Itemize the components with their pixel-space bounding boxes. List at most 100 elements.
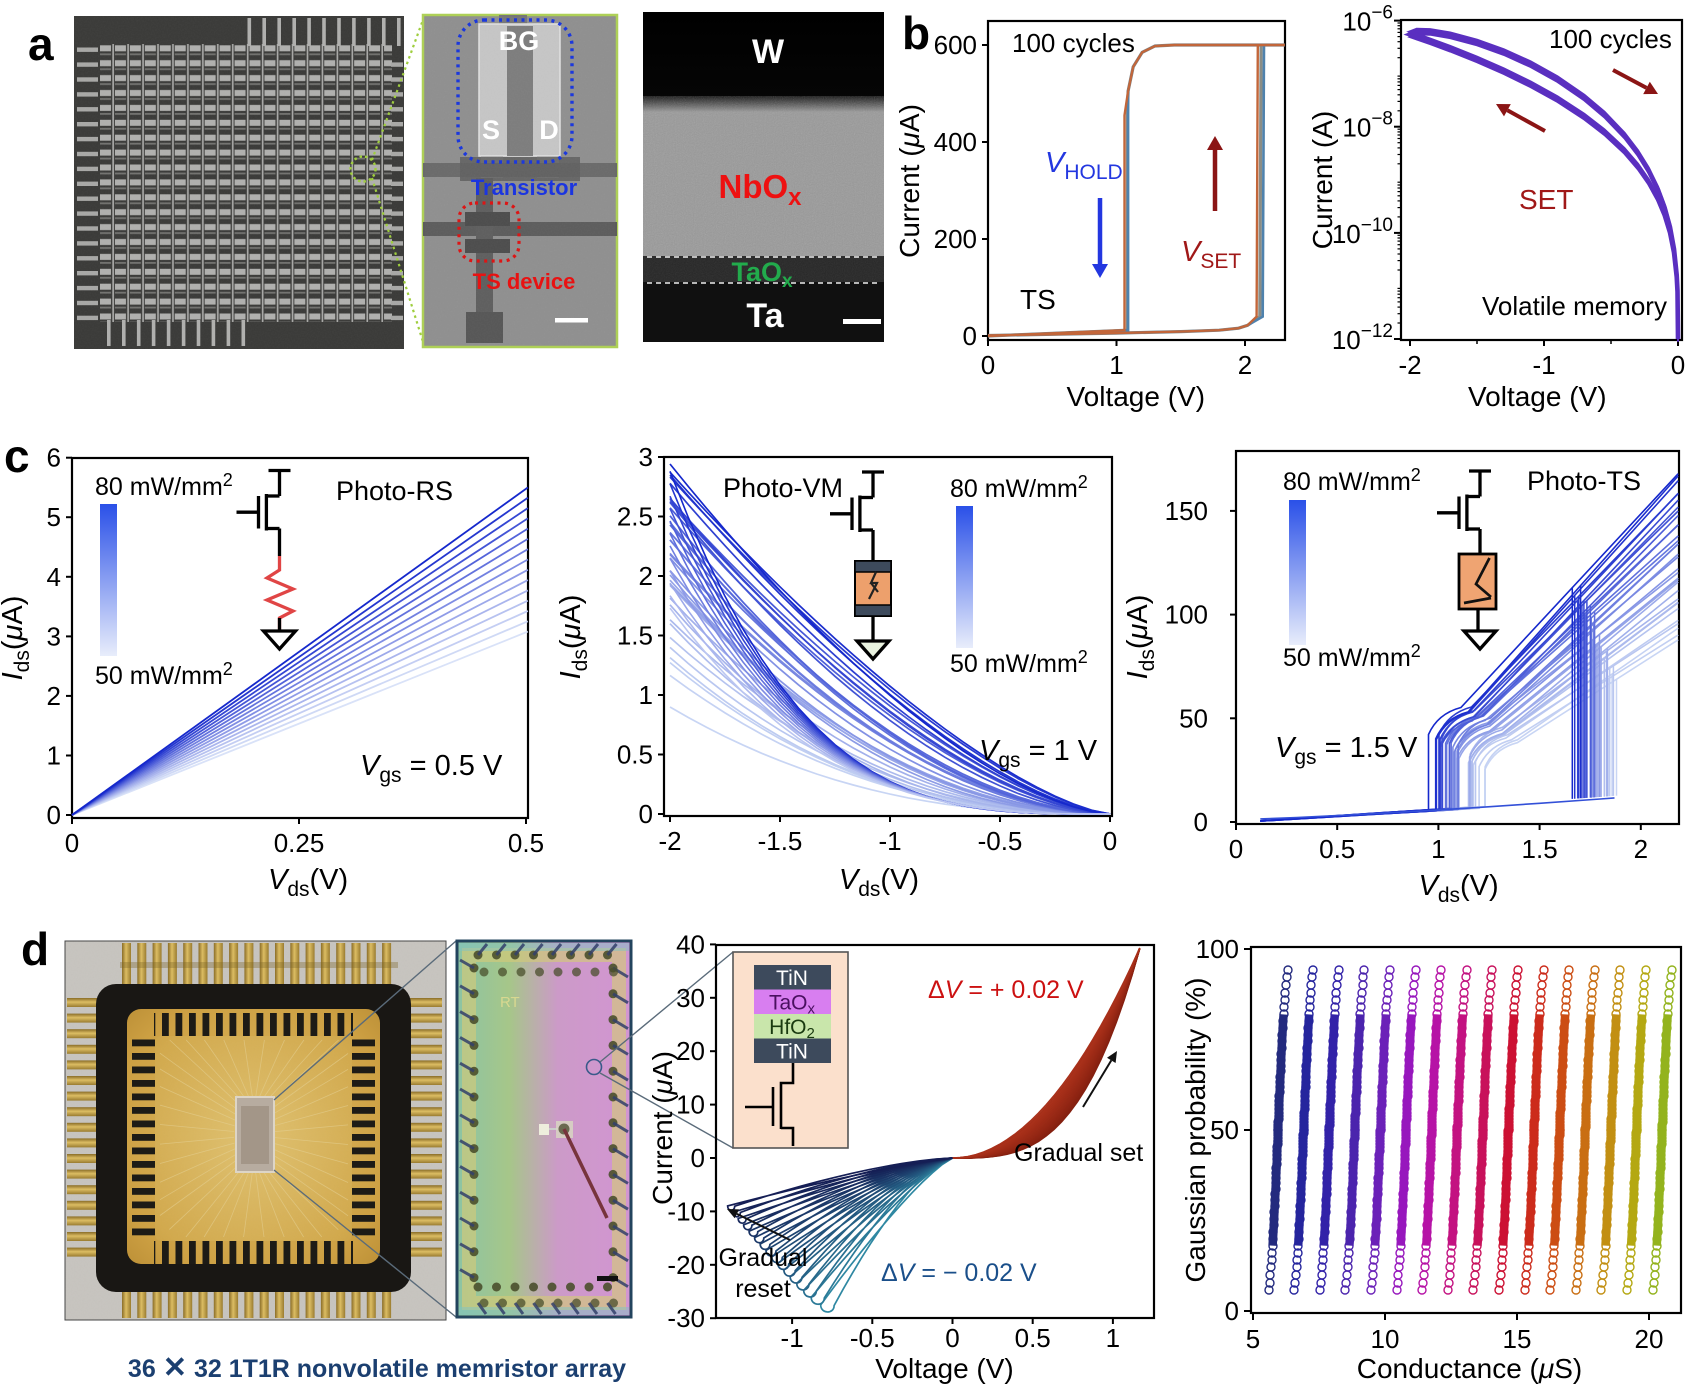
svg-text:15: 15: [1503, 1324, 1532, 1354]
svg-text:0: 0: [963, 321, 977, 351]
svg-text:Vgs = 0.5 V: Vgs = 0.5 V: [360, 750, 503, 787]
svg-text:SET: SET: [1519, 184, 1573, 215]
svg-text:0: 0: [1225, 1296, 1239, 1326]
svg-text:-1: -1: [781, 1323, 804, 1353]
svg-text:Current (μA): Current (μA): [894, 104, 925, 258]
svg-text:100: 100: [1196, 934, 1239, 964]
svg-text:2: 2: [1238, 350, 1252, 380]
svg-text:reset: reset: [735, 1275, 791, 1303]
svg-text:1.5: 1.5: [1522, 834, 1558, 864]
svg-text:Photo-RS: Photo-RS: [336, 476, 453, 506]
svg-text:2: 2: [47, 681, 61, 711]
svg-text:b: b: [902, 7, 930, 59]
svg-text:80 mW/mm2: 80 mW/mm2: [950, 472, 1088, 503]
svg-text:Current (μA): Current (μA): [647, 1051, 678, 1205]
svg-text:0: 0: [47, 800, 61, 830]
svg-text:1: 1: [47, 741, 61, 771]
svg-text:100 cycles: 100 cycles: [1012, 28, 1135, 58]
svg-text:Photo-TS: Photo-TS: [1527, 466, 1641, 496]
svg-text:1: 1: [639, 680, 653, 710]
svg-text:a: a: [28, 18, 54, 70]
svg-text:RT: RT: [500, 994, 520, 1011]
svg-text:2: 2: [639, 561, 653, 591]
svg-text:50 mW/mm2: 50 mW/mm2: [950, 647, 1088, 678]
svg-text:0: 0: [945, 1323, 959, 1353]
svg-text:0.25: 0.25: [274, 828, 325, 858]
svg-text:Vds(V): Vds(V): [268, 864, 348, 901]
svg-text:Photo-VM: Photo-VM: [723, 473, 843, 503]
svg-text:ΔV = − 0.02 V: ΔV = − 0.02 V: [881, 1259, 1037, 1287]
svg-text:50: 50: [1210, 1115, 1239, 1145]
svg-text:Vds(V): Vds(V): [839, 864, 919, 901]
svg-text:-0.5: -0.5: [978, 826, 1023, 856]
svg-text:0.5: 0.5: [617, 740, 653, 770]
svg-text:0: 0: [1229, 834, 1243, 864]
svg-text:Voltage (V): Voltage (V): [1067, 381, 1206, 412]
svg-text:-20: -20: [667, 1250, 705, 1280]
svg-text:TS: TS: [1020, 284, 1056, 315]
svg-text:Conductance (μS): Conductance (μS): [1357, 1353, 1582, 1384]
svg-text:100: 100: [1165, 600, 1208, 630]
svg-text:W: W: [752, 33, 785, 71]
svg-text:0.5: 0.5: [1015, 1323, 1051, 1353]
svg-text:30: 30: [676, 983, 705, 1013]
svg-text:ΔV = + 0.02 V: ΔV = + 0.02 V: [928, 976, 1084, 1004]
svg-text:400: 400: [934, 127, 977, 157]
svg-text:50: 50: [1179, 703, 1208, 733]
svg-text:-1.5: -1.5: [758, 826, 803, 856]
svg-text:1: 1: [1106, 1323, 1120, 1353]
svg-text:Ids(μA): Ids(μA): [1122, 595, 1159, 680]
svg-text:0: 0: [1194, 807, 1208, 837]
svg-text:36 ✕ 32 1T1R nonvolatile memri: 36 ✕ 32 1T1R nonvolatile memristor array: [128, 1352, 626, 1384]
svg-text:50 mW/mm2: 50 mW/mm2: [1283, 641, 1421, 672]
svg-text:0.5: 0.5: [508, 828, 544, 858]
svg-text:50 mW/mm2: 50 mW/mm2: [95, 659, 233, 690]
svg-text:-0.5: -0.5: [850, 1323, 895, 1353]
svg-text:Volatile memory: Volatile memory: [1482, 291, 1667, 321]
svg-text:0: 0: [1103, 826, 1117, 856]
svg-text:Gradual: Gradual: [719, 1244, 808, 1272]
svg-text:0: 0: [691, 1143, 705, 1173]
svg-text:Ids(μA): Ids(μA): [0, 596, 34, 681]
svg-text:1: 1: [1109, 350, 1123, 380]
svg-text:TS device: TS device: [473, 269, 576, 294]
svg-text:Vds(V): Vds(V): [1418, 870, 1498, 907]
svg-text:0.5: 0.5: [1319, 834, 1355, 864]
svg-text:Vgs = 1.5 V: Vgs = 1.5 V: [1275, 732, 1418, 769]
svg-text:-10: -10: [667, 1196, 705, 1226]
svg-text:0: 0: [639, 799, 653, 829]
svg-text:Transistor: Transistor: [471, 175, 578, 200]
svg-text:S: S: [482, 115, 500, 145]
svg-text:Voltage (V): Voltage (V): [1468, 381, 1607, 412]
svg-text:d: d: [21, 923, 49, 975]
svg-text:TiN: TiN: [776, 967, 808, 990]
svg-text:Voltage (V): Voltage (V): [875, 1353, 1014, 1384]
svg-text:80 mW/mm2: 80 mW/mm2: [1283, 465, 1421, 496]
svg-text:600: 600: [934, 30, 977, 60]
svg-text:3: 3: [47, 621, 61, 651]
svg-text:1.5: 1.5: [617, 621, 653, 651]
svg-text:200: 200: [934, 224, 977, 254]
svg-text:Gradual set: Gradual set: [1014, 1139, 1143, 1167]
svg-text:6: 6: [47, 443, 61, 473]
svg-text:D: D: [539, 115, 559, 145]
svg-text:5: 5: [47, 502, 61, 532]
svg-text:2.5: 2.5: [617, 502, 653, 532]
svg-text:0: 0: [981, 350, 995, 380]
svg-text:2: 2: [1634, 834, 1648, 864]
svg-text:-2: -2: [1398, 350, 1421, 380]
svg-text:-1: -1: [1532, 350, 1555, 380]
svg-text:3: 3: [639, 442, 653, 472]
svg-text:Gaussian probability (%): Gaussian probability (%): [1180, 977, 1211, 1282]
svg-text:4: 4: [47, 562, 61, 592]
svg-text:Ids(μA): Ids(μA): [555, 595, 592, 680]
svg-text:10: 10: [676, 1090, 705, 1120]
svg-text:TiN: TiN: [776, 1041, 808, 1064]
svg-text:c: c: [4, 430, 30, 482]
svg-text:20: 20: [1635, 1324, 1664, 1354]
svg-text:Ta: Ta: [746, 297, 784, 335]
svg-text:80 mW/mm2: 80 mW/mm2: [95, 470, 233, 501]
svg-text:150: 150: [1165, 496, 1208, 526]
svg-text:1: 1: [1431, 834, 1445, 864]
svg-text:40: 40: [676, 929, 705, 959]
